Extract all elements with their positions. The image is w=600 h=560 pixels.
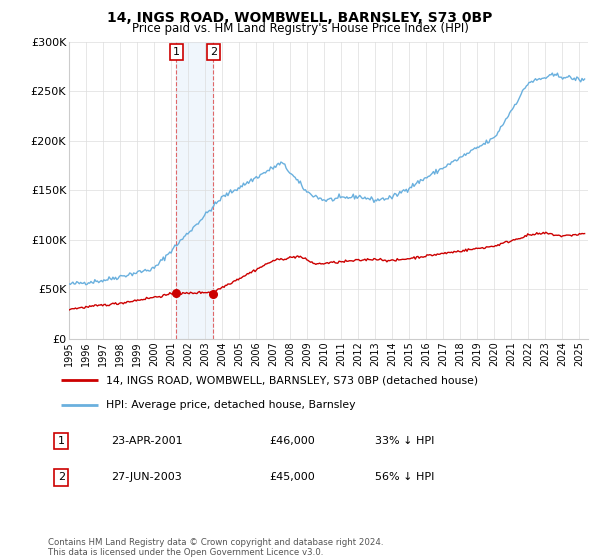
Text: 2: 2 <box>58 473 65 482</box>
Text: 56% ↓ HPI: 56% ↓ HPI <box>376 473 435 482</box>
Text: £45,000: £45,000 <box>270 473 316 482</box>
Text: 2: 2 <box>210 47 217 57</box>
Text: £46,000: £46,000 <box>270 436 316 446</box>
Text: 33% ↓ HPI: 33% ↓ HPI <box>376 436 435 446</box>
Text: 1: 1 <box>58 436 65 446</box>
Text: 1: 1 <box>173 47 180 57</box>
Text: 14, INGS ROAD, WOMBWELL, BARNSLEY, S73 0BP (detached house): 14, INGS ROAD, WOMBWELL, BARNSLEY, S73 0… <box>106 375 478 385</box>
Text: Price paid vs. HM Land Registry's House Price Index (HPI): Price paid vs. HM Land Registry's House … <box>131 22 469 35</box>
Text: 23-APR-2001: 23-APR-2001 <box>112 436 183 446</box>
Bar <box>176 42 214 339</box>
Text: HPI: Average price, detached house, Barnsley: HPI: Average price, detached house, Barn… <box>106 400 356 409</box>
Text: 14, INGS ROAD, WOMBWELL, BARNSLEY, S73 0BP: 14, INGS ROAD, WOMBWELL, BARNSLEY, S73 0… <box>107 11 493 25</box>
Text: Contains HM Land Registry data © Crown copyright and database right 2024.
This d: Contains HM Land Registry data © Crown c… <box>48 538 383 557</box>
Text: 27-JUN-2003: 27-JUN-2003 <box>112 473 182 482</box>
